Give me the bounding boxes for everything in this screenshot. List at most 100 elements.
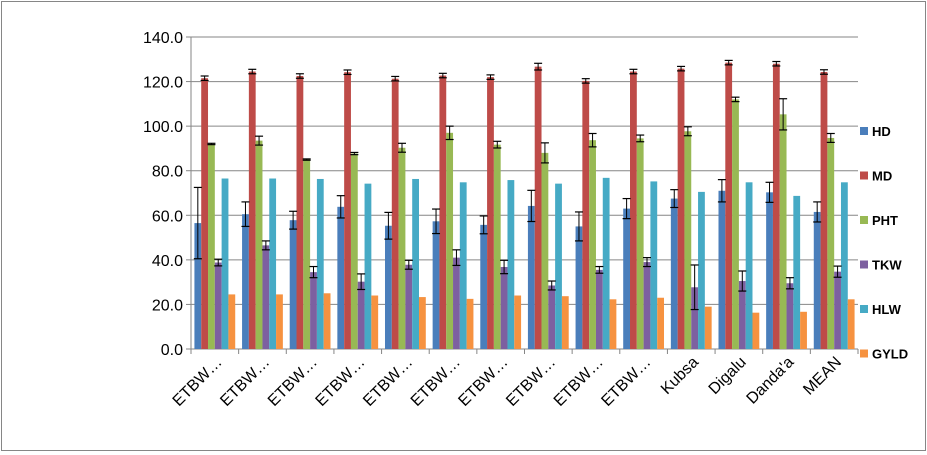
bar-md	[677, 68, 685, 349]
bars	[194, 62, 855, 350]
bar-gyld	[657, 297, 665, 349]
bar-hlw	[840, 182, 848, 349]
bar-gyld	[800, 311, 807, 349]
bar-hd	[670, 198, 678, 349]
bar-tkw	[214, 262, 222, 349]
bar-hlw	[269, 178, 277, 349]
x-tick-label: Digalu	[706, 354, 750, 398]
legend-label-pht: PHT	[872, 213, 898, 228]
x-tick-label: ETBW…	[598, 354, 654, 410]
bar-hd	[575, 226, 583, 349]
bar-pht	[589, 140, 596, 349]
legend-swatch-tkw	[860, 260, 868, 269]
bar-pht	[446, 132, 454, 349]
bar-md	[391, 78, 399, 349]
bar-gyld	[418, 297, 426, 349]
bar-gyld	[323, 293, 331, 349]
bar-pht	[684, 131, 692, 349]
x-tick-label: MEAN	[800, 354, 845, 399]
bar-hd	[527, 205, 535, 349]
bar-tkw	[500, 266, 508, 349]
bar-md	[820, 71, 828, 349]
legend-label-tkw: TKW	[872, 258, 902, 273]
bar-gyld	[228, 294, 236, 349]
legend-swatch-hlw	[860, 305, 868, 313]
bar-md	[201, 78, 209, 349]
bar-hd	[623, 208, 631, 349]
bar-hd	[480, 224, 488, 349]
bar-pht	[208, 143, 215, 349]
bar-tkw	[262, 245, 270, 349]
bar-pht	[827, 137, 835, 349]
legend-label-md: MD	[872, 169, 892, 184]
bar-pht	[636, 138, 644, 349]
bar-hlw	[602, 177, 610, 349]
x-tick-label: ETBW…	[265, 354, 321, 410]
bar-md	[725, 62, 733, 349]
bar-tkw	[453, 257, 460, 349]
bar-md	[439, 75, 447, 349]
bar-tkw	[786, 283, 794, 349]
bar-hlw	[221, 178, 229, 349]
bar-hlw	[412, 178, 419, 349]
bar-hlw	[459, 182, 467, 349]
legend-swatch-md	[860, 171, 868, 180]
bar-gyld	[609, 299, 617, 349]
bar-gyld	[276, 294, 283, 349]
bar-hd	[337, 206, 345, 349]
bar-md	[487, 77, 494, 349]
x-tick-label: ETBW…	[360, 354, 416, 410]
y-tick-label: 100.0	[143, 119, 183, 136]
y-tick-label: 120.0	[143, 75, 183, 92]
y-tick-label: 40.0	[152, 253, 183, 270]
bar-hlw	[793, 195, 801, 349]
x-tick-label: ETBW…	[455, 354, 511, 410]
legend-label-hd: HD	[872, 124, 891, 139]
bar-tkw	[834, 271, 841, 349]
x-tick-label: Kubsa	[658, 354, 702, 398]
bar-pht	[732, 99, 739, 350]
bar-tkw	[643, 262, 651, 349]
y-tick-labels: 0.0 20.0 40.0 60.0 80.0 100.0 120.0 140.0	[143, 30, 183, 359]
bar-tkw	[738, 281, 746, 349]
bar-pht	[255, 140, 263, 349]
bar-pht	[779, 114, 787, 350]
bar-pht	[303, 159, 311, 349]
axes	[186, 36, 859, 354]
bar-hd	[242, 214, 249, 349]
bar-gyld	[704, 306, 712, 349]
x-tick-label: ETBW…	[408, 354, 464, 410]
bar-pht	[350, 153, 358, 349]
legend: HD MD PHT TKW HLW GYLD	[860, 124, 908, 362]
bar-hlw	[745, 182, 753, 349]
bar-md	[582, 80, 590, 349]
bar-tkw	[310, 272, 317, 349]
bar-gyld	[561, 296, 569, 349]
bar-tkw	[548, 285, 556, 349]
bar-gyld	[371, 295, 379, 349]
bar-hlw	[507, 180, 515, 349]
legend-swatch-pht	[860, 216, 868, 224]
bar-pht	[541, 152, 549, 349]
bar-gyld	[752, 312, 760, 349]
bar-tkw	[405, 264, 413, 349]
x-tick-labels: ETBW…ETBW…ETBW…ETBW…ETBW…ETBW…ETBW…ETBW……	[170, 354, 845, 410]
bar-gyld	[514, 295, 522, 349]
bar-md	[248, 71, 256, 350]
bar-hd	[813, 211, 821, 349]
bar-tkw	[357, 281, 365, 349]
legend-swatch-gyld	[860, 349, 868, 358]
bar-hlw	[316, 178, 324, 349]
legend-label-hlw: HLW	[872, 302, 902, 317]
bar-hd	[194, 223, 202, 349]
y-tick-label: 140.0	[143, 30, 183, 47]
bar-hd	[766, 192, 773, 349]
bar-hd	[432, 221, 440, 349]
bar-md	[296, 76, 304, 349]
x-tick-label: ETBW…	[551, 354, 607, 410]
bar-md	[344, 72, 351, 349]
bar-hd	[289, 220, 297, 349]
x-tick-label: ETBW…	[503, 354, 559, 410]
